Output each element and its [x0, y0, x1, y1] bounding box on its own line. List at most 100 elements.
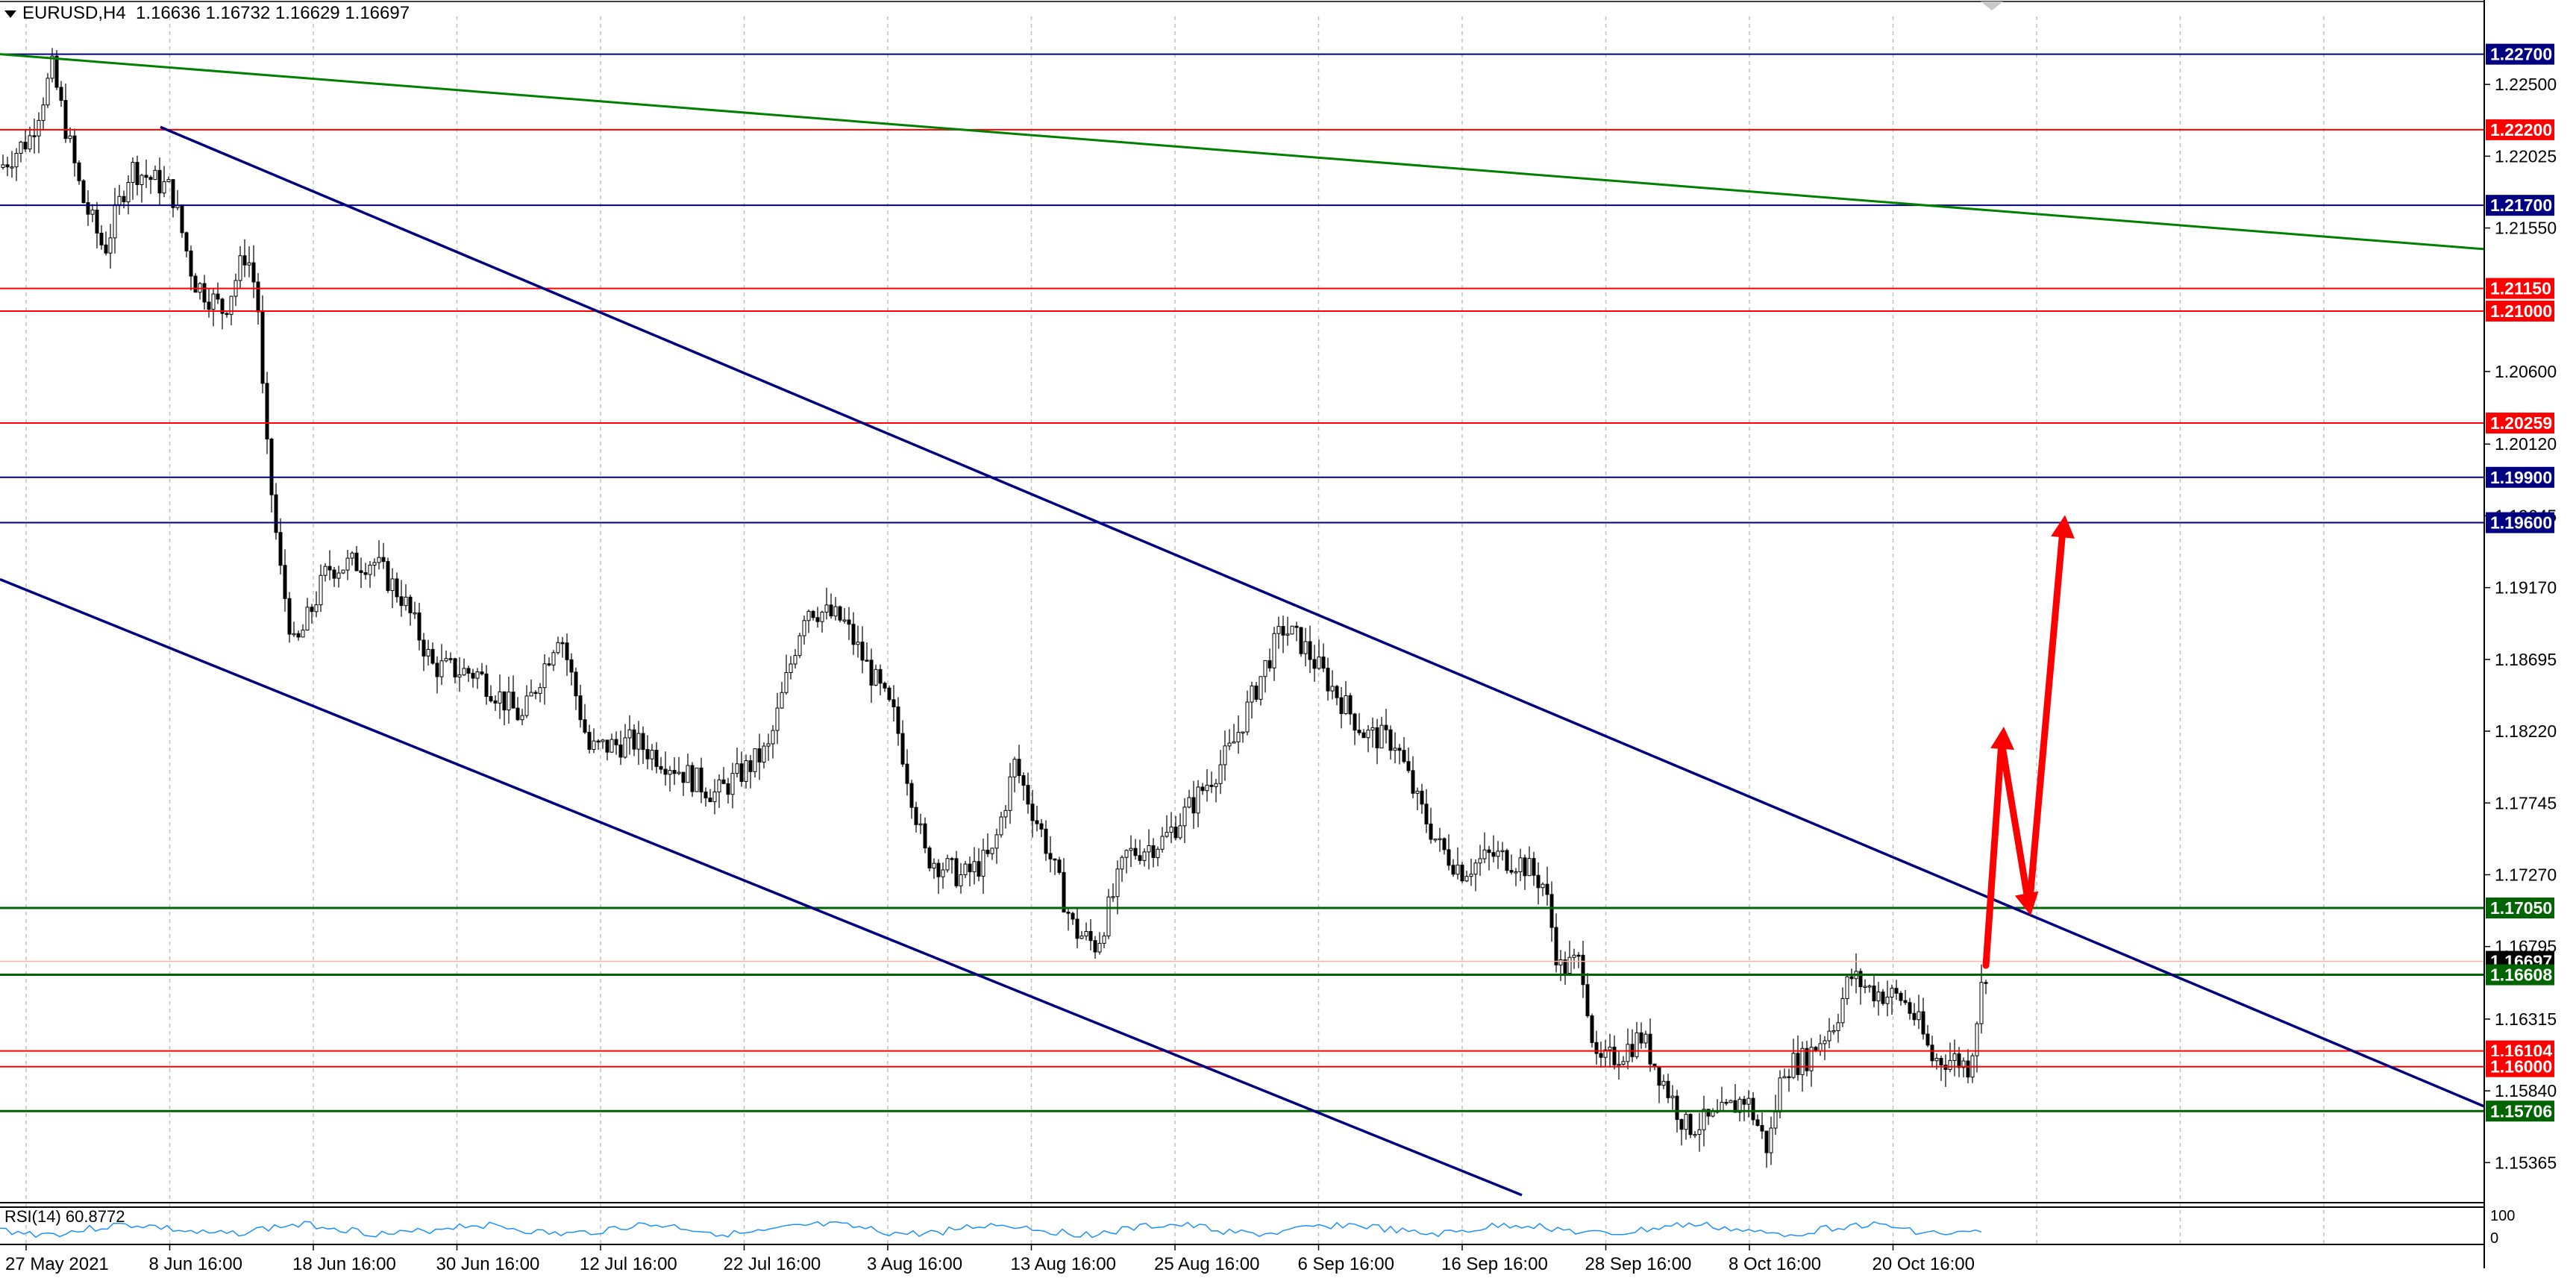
candle-body: [717, 779, 721, 792]
candle-body: [46, 78, 50, 106]
candle-body: [180, 204, 184, 234]
price-box-label: 1.21150: [2490, 279, 2551, 298]
candle-body: [1339, 697, 1344, 715]
candle-body: [1872, 986, 1876, 1002]
candle-body: [721, 779, 726, 784]
candle-body: [1285, 633, 1290, 636]
candle-body: [802, 620, 806, 636]
candle-body: [1290, 625, 1294, 635]
price-box-label: 1.16000: [2490, 1057, 2552, 1077]
candle-body: [601, 739, 605, 742]
rsi-scale-high: 100: [2490, 1208, 2515, 1224]
candle-body: [1366, 730, 1370, 739]
candle-body: [157, 169, 162, 194]
candle-body: [426, 648, 430, 657]
candle-body: [328, 566, 332, 571]
candle-body: [1930, 1044, 1934, 1062]
candle-body: [484, 673, 489, 697]
candle-body: [1030, 804, 1035, 821]
candle-body: [493, 700, 498, 704]
candle-body: [229, 295, 234, 315]
candle-body: [1008, 776, 1012, 811]
time-label: 18 Jun 16:00: [292, 1254, 396, 1274]
price-tick-label: 1.18220: [2495, 721, 2557, 741]
candle-body: [430, 648, 435, 664]
candle-body: [918, 823, 923, 826]
candle-body: [265, 383, 269, 439]
candle-body: [1675, 1095, 1679, 1121]
candle-body: [1026, 785, 1030, 805]
candle-body: [1487, 849, 1491, 854]
candle-body: [256, 281, 260, 313]
candle-body: [950, 858, 954, 860]
candle-body: [609, 739, 614, 753]
candle-body: [824, 604, 829, 613]
candle-body: [681, 771, 686, 783]
candle-body: [345, 557, 350, 571]
candle-body: [1773, 1112, 1778, 1129]
candle-body: [806, 610, 811, 621]
dropdown-triangle-icon[interactable]: [4, 10, 16, 18]
candle-body: [23, 141, 28, 150]
candle-body: [1917, 1011, 1921, 1021]
chart-grid: [25, 16, 2325, 1244]
price-box: [2486, 964, 2554, 986]
candle-body: [28, 135, 32, 150]
time-label: 30 Jun 16:00: [436, 1254, 540, 1274]
candle-body: [1979, 982, 1984, 1024]
candle-body: [1858, 971, 1863, 988]
candle-body: [77, 162, 81, 181]
candle-body: [1554, 927, 1558, 965]
candle-body: [789, 663, 793, 674]
price-tick-label: 1.17270: [2495, 865, 2557, 884]
price-box: [2486, 898, 2554, 919]
candle-body: [1863, 986, 1867, 989]
candle-body: [489, 695, 493, 701]
candle-body: [1567, 956, 1572, 974]
candle-body: [1541, 883, 1545, 889]
candle-body: [762, 745, 766, 763]
time-label: 28 Sep 16:00: [1585, 1254, 1692, 1274]
candle-body: [1447, 849, 1451, 866]
candle-body: [1729, 1100, 1733, 1103]
candle-body: [1187, 797, 1191, 808]
candle-body: [574, 671, 578, 697]
candle-body: [211, 293, 216, 310]
candle-body: [408, 596, 413, 613]
candle-body: [207, 301, 211, 310]
candle-body: [1182, 807, 1187, 827]
candle-body: [1308, 641, 1312, 660]
candle-body: [605, 739, 609, 753]
chart-header: EURUSD,H4 1.16636 1.16732 1.16629 1.1669…: [4, 3, 410, 24]
candle-body: [457, 674, 462, 677]
candle-body: [869, 660, 874, 686]
candle-body: [1438, 838, 1442, 841]
candle-body: [865, 660, 869, 662]
candle-body: [744, 760, 748, 782]
candle-body: [900, 733, 905, 765]
candle-body: [1720, 1101, 1724, 1112]
candle-body: [1361, 732, 1366, 739]
candle-body: [766, 743, 771, 747]
candle-body: [166, 179, 171, 183]
candle-body: [1442, 838, 1447, 851]
candle-body: [1661, 1080, 1666, 1086]
price-box-label: 1.15706: [2490, 1101, 2552, 1121]
candle-body: [86, 202, 90, 215]
candle-body: [592, 740, 596, 750]
candle-body: [498, 691, 502, 704]
candle-body: [283, 565, 287, 599]
candle-body: [1679, 1119, 1684, 1130]
candle-body: [780, 692, 784, 709]
candle-body: [238, 255, 242, 281]
candle-body: [10, 166, 14, 169]
candle-body: [1120, 856, 1124, 870]
candle-body: [1769, 1127, 1773, 1153]
candle-body: [386, 561, 390, 592]
candle-body: [708, 798, 712, 803]
candle-body: [1384, 724, 1388, 730]
candle-body: [99, 232, 104, 245]
price-tick-label: 1.22500: [2495, 75, 2557, 94]
candle-body: [148, 177, 153, 181]
